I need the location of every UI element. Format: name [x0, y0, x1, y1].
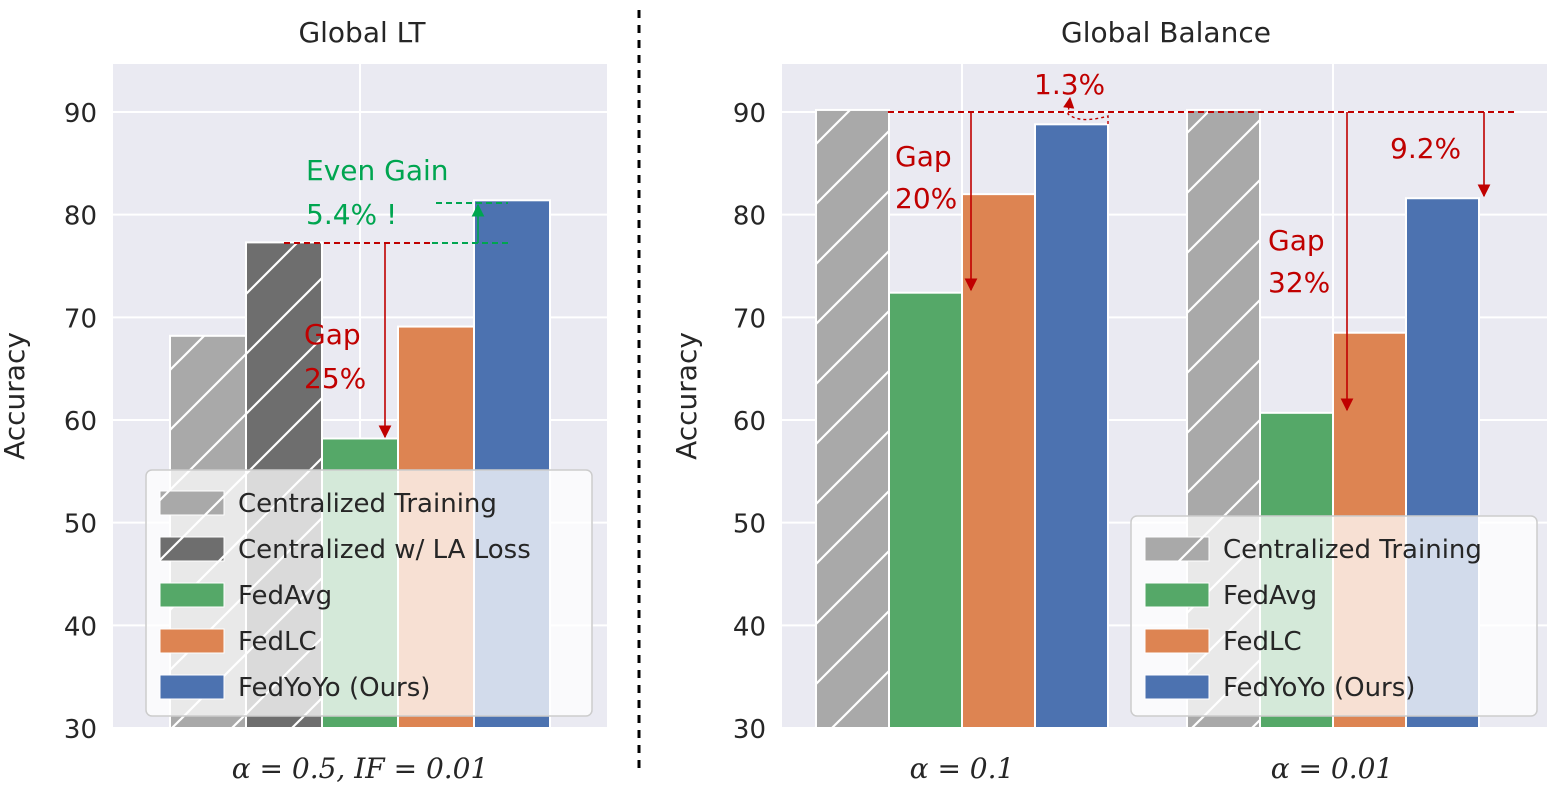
y-axis-label-lt: Accuracy	[0, 332, 31, 460]
legend-label: FedAvg	[238, 581, 332, 611]
legend-swatch	[1144, 628, 1210, 654]
y-ticks-bal: 30 40 50 60 70 80 90	[733, 99, 766, 745]
small-gap-label-bal: 1.3%	[1034, 68, 1105, 101]
gain-label-line1: Even Gain	[306, 154, 449, 187]
legend-swatch	[159, 674, 225, 700]
legend-lt: Centralized Training Centralized w/ LA Lo…	[145, 469, 593, 717]
chart-title-bal: Global Balance	[1061, 16, 1271, 49]
y-tick-label: 40	[733, 612, 766, 642]
x-tick-label-lt-0: α = 0.5, IF = 0.01	[232, 752, 489, 785]
y-tick-label: 70	[733, 304, 766, 334]
chart-global-lt: Global LT Accuracy 30 40 50 60 70 80 90 α = 0.…	[0, 16, 607, 785]
legend-swatch	[1144, 582, 1210, 608]
bar-fedavg-0	[888, 291, 963, 729]
bar-hatch-0-0	[816, 109, 889, 729]
legend-frame	[1130, 515, 1538, 717]
x-tick-label-bal-0: α = 0.1	[910, 752, 1015, 785]
gap-label-bal-0-line1: Gap	[895, 140, 952, 173]
y-tick-label: 30	[64, 715, 97, 745]
y-tick-label: 80	[64, 202, 97, 232]
legend-label: Centralized Training	[1223, 535, 1482, 565]
legend-swatch	[159, 582, 225, 608]
bar-fedyoyo-ours--0	[1034, 123, 1109, 729]
small-gap-curve-arrow	[1063, 96, 1109, 124]
legend-label: FedLC	[238, 627, 317, 657]
small-gap-label-bal-2: 9.2%	[1390, 132, 1461, 165]
y-tick-label: 40	[64, 612, 97, 642]
y-tick-label: 50	[733, 510, 766, 540]
legend-swatch	[1144, 674, 1210, 700]
bar-fedlc-0	[961, 193, 1036, 729]
legend-bal: Centralized Training FedAvg FedLC FedYoYo (…	[1130, 515, 1538, 717]
gap-label-bal-1-line1: Gap	[1268, 224, 1325, 257]
legend-label: Centralized w/ LA Loss	[238, 535, 531, 565]
y-tick-label: 60	[64, 407, 97, 437]
chart-title-lt: Global LT	[298, 16, 426, 49]
chart-global-balance: Global Balance Accuracy 30 40 50 60 70 80 90 α…	[670, 16, 1547, 785]
legend-swatch-hatch	[160, 491, 224, 515]
legend-label: FedYoYo (Ours)	[238, 673, 430, 703]
gap-label-lt-line1: Gap	[304, 318, 361, 351]
x-tick-label-bal-1: α = 0.01	[1271, 752, 1394, 785]
gap-label-lt-line2: 25%	[304, 362, 366, 395]
gap-label-bal-0-line2: 20%	[895, 182, 957, 215]
y-axis-label-bal: Accuracy	[670, 332, 703, 460]
gap-label-bal-1-line2: 32%	[1268, 266, 1330, 299]
y-tick-label: 90	[64, 99, 97, 129]
legend-label: FedLC	[1223, 627, 1302, 657]
y-tick-label: 70	[64, 304, 97, 334]
annotations-lt: Even Gain 5.4% ! Gap 25%	[284, 154, 508, 439]
legend-swatch-hatch	[160, 537, 224, 561]
legend-swatch-hatch	[1145, 537, 1209, 561]
y-tick-label: 80	[733, 202, 766, 232]
y-tick-label: 60	[733, 407, 766, 437]
legend-label: Centralized Training	[238, 489, 497, 519]
annotations-bal: 1.3% Gap 20% Gap 32% 9.2%	[888, 68, 1518, 412]
legend-label: FedAvg	[1223, 581, 1317, 611]
y-tick-label: 50	[64, 510, 97, 540]
y-tick-label: 90	[733, 99, 766, 129]
legend-label: FedYoYo (Ours)	[1223, 673, 1415, 703]
legend-swatch	[159, 628, 225, 654]
legend-frame	[145, 469, 593, 717]
y-ticks-lt: 30 40 50 60 70 80 90	[64, 99, 97, 745]
gain-label-line2: 5.4% !	[306, 198, 397, 231]
y-tick-label: 30	[733, 715, 766, 745]
